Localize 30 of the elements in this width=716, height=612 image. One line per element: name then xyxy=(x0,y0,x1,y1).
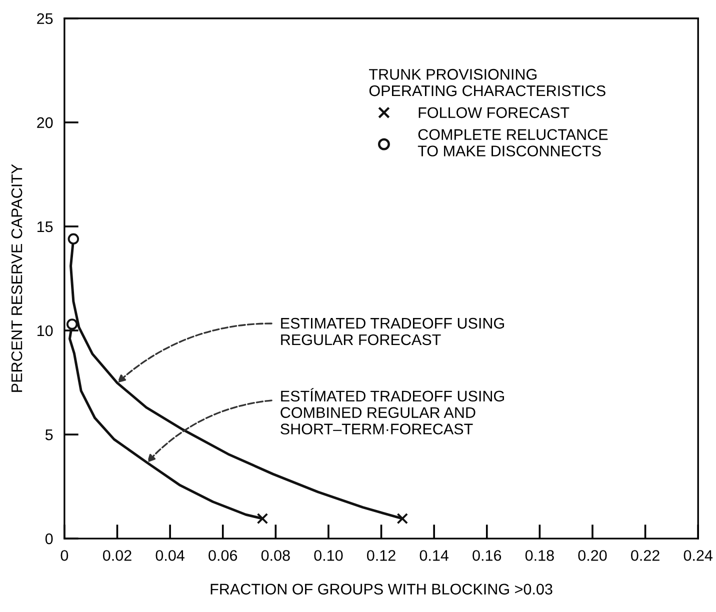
x-tick-label: 0.22 xyxy=(631,550,660,561)
x-tick-label: 0.24 xyxy=(684,550,713,561)
y-tick-label: 20 xyxy=(37,117,53,128)
annotation: ESTÍMATED TRADEOFF USING COMBINED REGULAR AND SHORT–TERM·FORECAST xyxy=(280,388,504,434)
x-tick-label: 0.18 xyxy=(525,550,554,561)
annotation: ESTIMATED TRADEOFF USING REGULAR FORECAST xyxy=(281,318,504,346)
x-tick-label: 0 xyxy=(60,550,68,561)
point xyxy=(396,512,408,524)
x-tick-label: 0.08 xyxy=(261,550,290,561)
x-tick-label: 0.20 xyxy=(578,550,607,561)
legend-label: COMPLETE RELUCTANCE TO MAKE DISCONNECTS xyxy=(418,129,608,156)
x-tick-label: 0.16 xyxy=(472,550,502,561)
x-tick-label: 0.02 xyxy=(102,550,132,561)
x-tick-label: 0.14 xyxy=(420,550,448,561)
x-tick-label: 0.04 xyxy=(156,550,184,561)
legend-title: TRUNK PROVISIONING OPERATING CHARACTERISTICS xyxy=(369,68,606,96)
legend-label: FOLLOW FORECAST xyxy=(418,107,570,118)
point xyxy=(256,512,268,524)
point xyxy=(66,318,78,330)
y-axis-title: PERCENT RESERVE CAPACITY xyxy=(11,164,22,392)
x-tick-label: 0.12 xyxy=(367,550,396,561)
y-tick-label: 5 xyxy=(45,430,53,440)
x-tick-label: 0.10 xyxy=(314,550,343,561)
y-tick-label: 0 xyxy=(45,533,53,544)
point xyxy=(68,233,80,245)
y-tick-label: 25 xyxy=(37,13,53,24)
y-tick-label: 15 xyxy=(38,221,53,232)
x-tick-label: 0.06 xyxy=(208,550,238,561)
x-axis-title: FRACTION OF GROUPS WITH BLOCKING >0.03 xyxy=(210,584,552,595)
y-tick-label: 10 xyxy=(38,325,53,336)
